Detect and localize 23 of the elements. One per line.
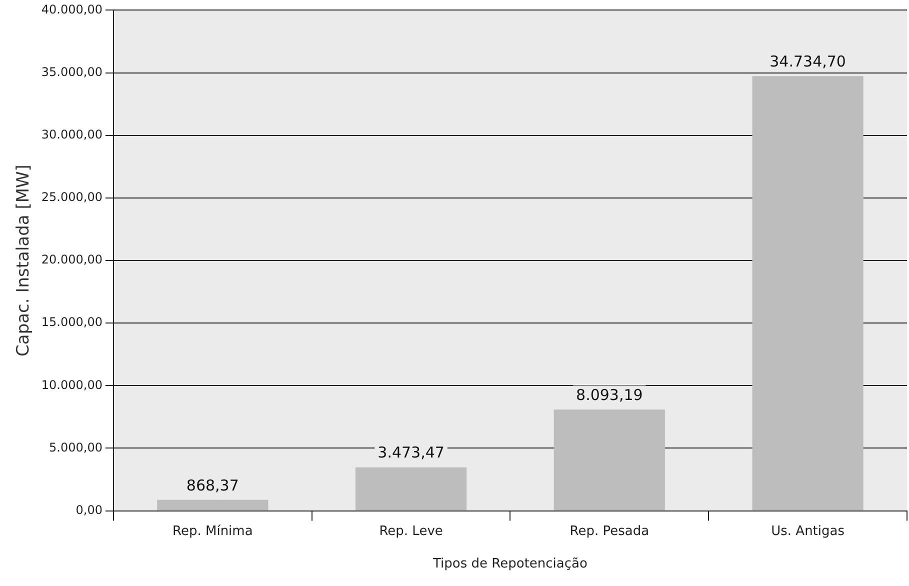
data-label: 8.093,19 xyxy=(576,386,643,404)
y-tick-label: 0,00 xyxy=(76,502,102,517)
y-tick-label: 15.000,00 xyxy=(41,315,102,330)
y-tick-label: 40.000,00 xyxy=(41,2,102,16)
x-tick-label: Rep. Pesada xyxy=(570,524,650,539)
y-axis-title: Capac. Instalada [MW] xyxy=(14,164,34,356)
y-tick-label: 5.000,00 xyxy=(49,440,102,454)
y-tick-label: 35.000,00 xyxy=(41,64,102,79)
bar xyxy=(554,410,665,510)
data-label: 868,37 xyxy=(186,476,239,494)
y-tick-label: 25.000,00 xyxy=(41,190,102,204)
y-tick-label: 10.000,00 xyxy=(41,378,102,392)
x-axis-title: Tipos de Repotenciação xyxy=(432,556,588,572)
data-label: 34.734,70 xyxy=(770,52,846,70)
y-tick-label: 30.000,00 xyxy=(41,127,102,142)
x-tick-label: Rep. Mínima xyxy=(172,524,253,539)
bar xyxy=(752,76,864,510)
bar xyxy=(157,500,268,510)
data-label: 3.473,47 xyxy=(378,444,444,462)
bar xyxy=(356,467,467,510)
y-tick-label: 20.000,00 xyxy=(41,252,102,267)
x-tick-label: Us. Antigas xyxy=(771,524,845,539)
x-tick-label: Rep. Leve xyxy=(379,524,443,539)
